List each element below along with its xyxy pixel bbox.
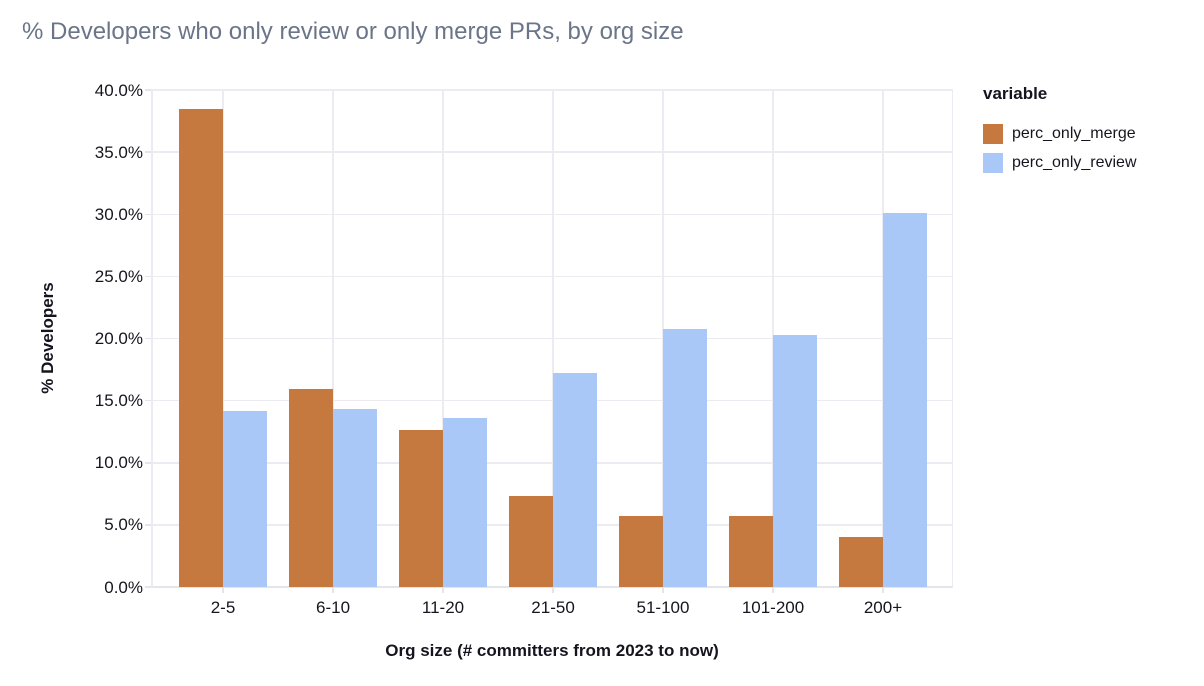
plot-left-border: [151, 90, 153, 587]
x-tick: [882, 587, 884, 593]
legend-item-perc-only-merge[interactable]: perc_only_merge: [983, 124, 1137, 144]
y-tick: [145, 337, 151, 340]
x-tick: [772, 587, 774, 593]
y-tick: [145, 524, 151, 526]
bar-perc-only-review: [662, 328, 707, 587]
y-gridline: [151, 275, 953, 278]
x-gridline: [552, 90, 554, 587]
legend-item-perc-only-review[interactable]: perc_only_review: [983, 153, 1137, 173]
y-tick: [145, 399, 151, 402]
y-tick-label: 15.0%: [94, 391, 143, 411]
x-tick-label: 6-10: [316, 598, 351, 617]
x-tick: [442, 587, 444, 593]
y-tick-label: 5.0%: [104, 515, 143, 535]
bar-perc-only-merge: [838, 537, 883, 587]
bar-perc-only-review: [223, 410, 268, 587]
bar-perc-only-review: [553, 373, 598, 587]
bar-perc-only-merge: [509, 496, 554, 587]
x-tick-label: 11-20: [421, 598, 465, 617]
merge-swatch: [983, 124, 1003, 144]
y-gridline: [151, 213, 953, 215]
review-swatch: [983, 153, 1003, 173]
x-tick: [662, 587, 664, 593]
y-tick-label: 25.0%: [94, 266, 143, 286]
bar-perc-only-merge: [289, 389, 334, 587]
y-tick: [145, 462, 151, 464]
bar-perc-only-review: [443, 418, 487, 587]
bar-perc-only-merge: [179, 108, 224, 587]
y-tick-label: 30.0%: [94, 204, 143, 224]
x-gridline: [332, 90, 334, 587]
legend-title: variable: [983, 84, 1048, 103]
y-axis-title: % Developers: [38, 282, 57, 394]
y-gridline: [151, 151, 953, 153]
bar-perc-only-merge: [399, 430, 443, 587]
chart-title: % Developers who only review or only mer…: [22, 18, 684, 45]
y-tick: [145, 151, 151, 153]
y-gridline: [151, 462, 953, 464]
x-gridline: [442, 90, 444, 587]
y-tick-label: 0.0%: [104, 577, 143, 597]
x-axis-title: Org size (# committers from 2023 to now): [385, 641, 719, 660]
y-tick-label: 40.0%: [94, 80, 143, 100]
y-tick: [145, 213, 151, 215]
bar-perc-only-review: [333, 409, 378, 587]
x-tick-label: 2-5: [210, 598, 236, 617]
plot-right-border: [951, 90, 953, 587]
y-tick: [145, 586, 151, 588]
x-tick-label: 101-200: [741, 598, 805, 617]
y-tick: [145, 275, 151, 278]
y-gridline: [151, 89, 953, 91]
bar-perc-only-merge: [618, 516, 663, 587]
y-gridline: [151, 337, 953, 340]
legend-item-label: perc_only_review: [1012, 154, 1137, 171]
x-tick: [552, 587, 554, 593]
x-tick-label: 21-50: [531, 598, 575, 617]
x-gridline: [222, 90, 224, 587]
legend: variable perc_only_merge perc_only_review: [983, 84, 1137, 182]
legend-item-label: perc_only_merge: [1012, 125, 1136, 142]
y-tick: [145, 89, 151, 91]
x-tick: [222, 587, 224, 593]
bar-perc-only-review: [882, 213, 927, 587]
y-tick-label: 20.0%: [94, 329, 143, 348]
x-tick-label: 200+: [863, 598, 903, 617]
y-tick-label: 35.0%: [94, 142, 143, 162]
bar-perc-only-merge: [729, 516, 774, 587]
y-gridline: [151, 399, 953, 402]
x-tick-label: 51-100: [636, 598, 690, 617]
plot-area: [151, 89, 953, 588]
x-tick: [332, 587, 334, 593]
bar-perc-only-review: [773, 334, 818, 587]
y-tick-label: 10.0%: [94, 453, 143, 473]
